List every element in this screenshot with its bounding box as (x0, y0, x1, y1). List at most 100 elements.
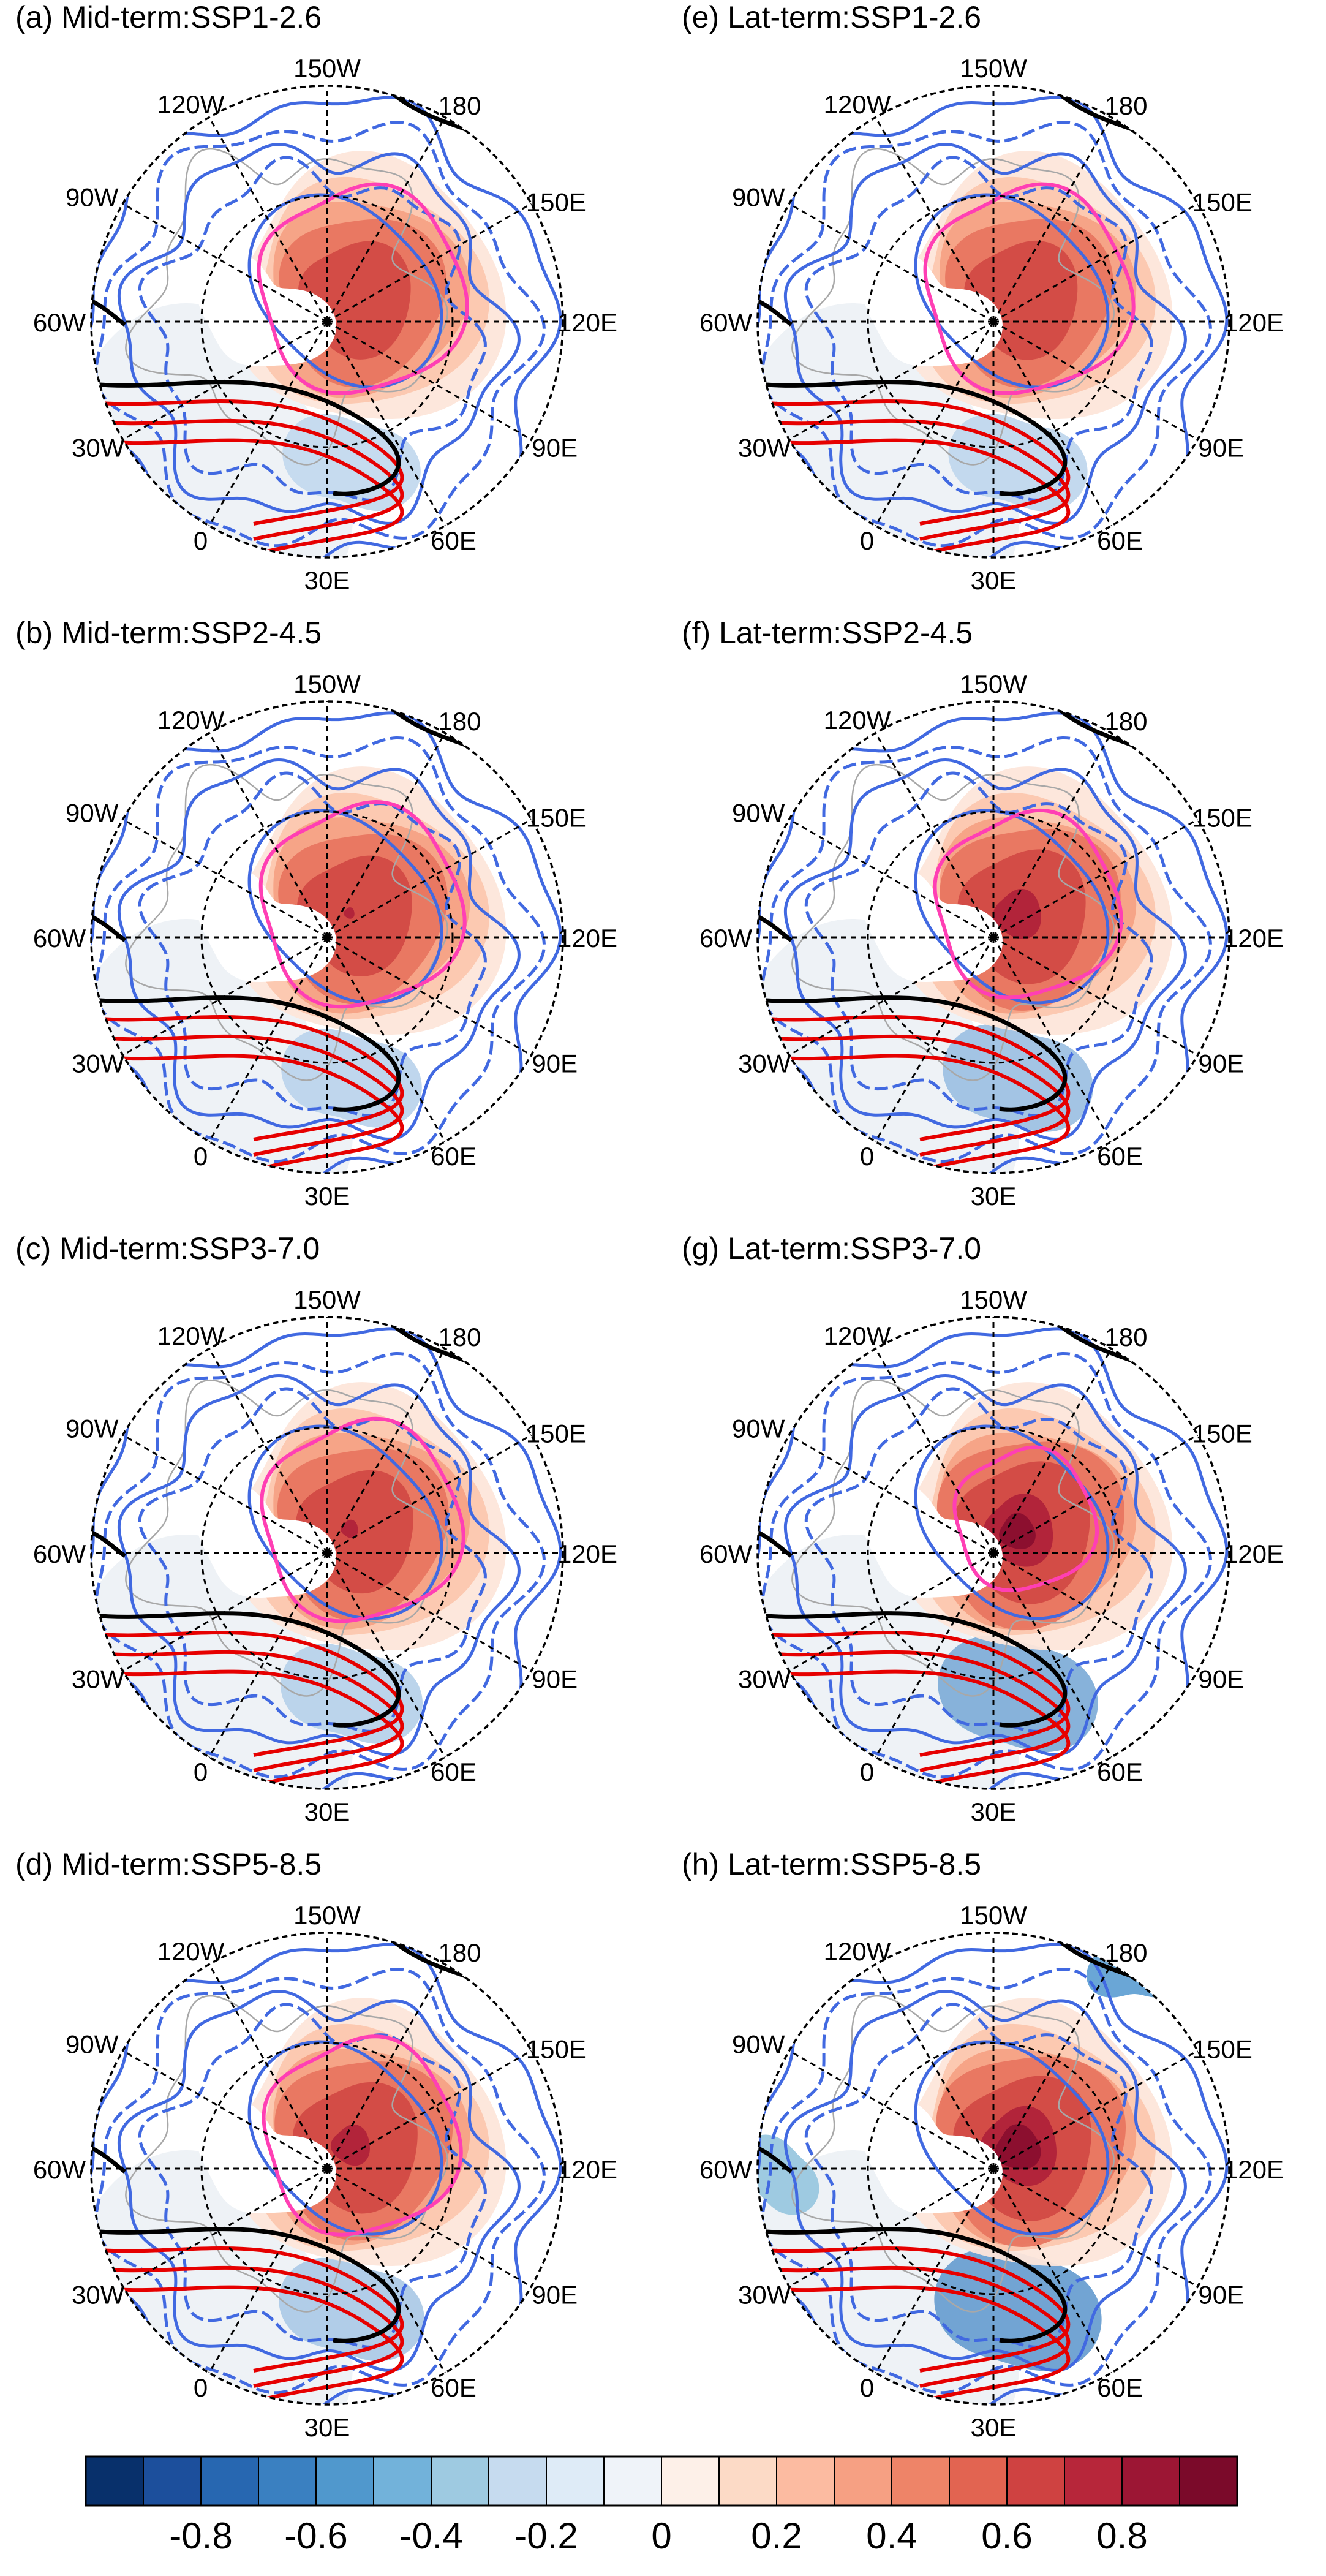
colorbar-tick-label: 0 (651, 2515, 671, 2556)
map-panel-c: (c) Mid-term:SSP3-7.0 150W 180 150E 120E 90E… (15, 1231, 617, 1826)
longitude-label: 90E (532, 2281, 578, 2310)
negative-contour (783, 758, 1187, 1141)
longitude-label: 30E (971, 566, 1017, 595)
longitude-label: 150W (960, 670, 1027, 698)
map-panel-f: (f) Lat-term:SSP2-4.5 150W 180 150E 120E 90E… (682, 616, 1284, 1211)
panel-title: (e) Lat-term:SSP1-2.6 (682, 0, 981, 34)
longitude-label: 150W (293, 1901, 361, 1930)
longitude-label: 120E (557, 924, 617, 953)
longitude-label: 30E (971, 1797, 1017, 1826)
positive-contour (758, 2265, 1071, 2388)
longitude-label: 90E (532, 1049, 578, 1078)
colorbar-tick-label: 0.8 (1096, 2515, 1147, 2556)
coastline (125, 1995, 448, 2313)
map-panel-h: (h) Lat-term:SSP5-8.5 150W 180 150E 120E 90E… (682, 1847, 1284, 2442)
meridian-line (326, 116, 446, 322)
longitude-label: 60E (1097, 1758, 1143, 1786)
meridian-line (122, 2167, 328, 2287)
longitude-label: 150W (293, 1285, 361, 1314)
colorbar-bin (546, 2457, 605, 2506)
negative-contour (804, 771, 1153, 1117)
colorbar-bin (834, 2457, 892, 2506)
ice-edge-contour (262, 2034, 463, 2237)
meridian-line (788, 320, 994, 440)
positive-contour (91, 1668, 404, 1788)
longitude-label: 0 (194, 526, 208, 555)
negative-contour (761, 1351, 1212, 1779)
longitude-label: 60E (431, 2373, 477, 2402)
map-boundary (90, 1316, 564, 1790)
meridian-line (326, 818, 532, 939)
meridian-line (993, 936, 1199, 1056)
longitude-label: 0 (194, 1142, 208, 1171)
meridian-line (992, 937, 1112, 1143)
positive-contour (758, 2283, 1071, 2403)
longitude-label: 30E (304, 566, 350, 595)
meridian-line (326, 1348, 446, 1554)
longitude-label: 0 (860, 2373, 874, 2402)
positive-contour (758, 399, 1071, 526)
latitude-circle (200, 810, 454, 1064)
colorbar-bin (258, 2457, 317, 2506)
longitude-label: 60E (431, 1142, 477, 1171)
negative-contour (804, 2003, 1153, 2349)
colorbar-bin (489, 2457, 547, 2506)
colorbar-tick-label: 0.2 (751, 2515, 802, 2556)
map-content (758, 86, 1229, 557)
meridian-line (788, 1552, 994, 1672)
meridian-line (788, 203, 994, 323)
longitude-label: 120E (1224, 308, 1284, 337)
longitude-label: 180 (438, 1938, 481, 1967)
longitude-label: 90W (732, 1415, 785, 1443)
longitude-label: 30E (971, 1182, 1017, 1211)
meridian-line (788, 818, 994, 939)
meridian-line (875, 1552, 995, 1758)
meridian-line (208, 1963, 328, 2169)
meridian-line (122, 1434, 328, 1554)
longitude-label: 120E (1224, 924, 1284, 953)
positive-anomaly-level (999, 1513, 1036, 1549)
meridian-line (326, 1963, 446, 2169)
colorbar-bin (1180, 2457, 1238, 2506)
positive-contour (758, 2246, 1071, 2373)
positive-contour (91, 418, 404, 541)
colorbar-tick-label: -0.8 (169, 2515, 232, 2556)
zero-contour (91, 1611, 401, 1728)
colorbar-tick-label: 0.6 (981, 2515, 1032, 2556)
longitude-label: 120E (1224, 2155, 1284, 2184)
zero-contour (758, 995, 1068, 1112)
longitude-label: 120E (557, 2155, 617, 2184)
panel-title: (d) Mid-term:SSP5-8.5 (15, 1847, 322, 1881)
meridian-line (993, 320, 1199, 440)
colorbar-bin (1064, 2457, 1123, 2506)
longitude-label: 90W (66, 799, 119, 828)
map-boundary (756, 85, 1230, 559)
longitude-label: 120W (824, 1937, 891, 1966)
longitude-label: 60W (699, 924, 753, 953)
meridian-line (208, 937, 328, 1143)
polar-map: 150W 180 150E 120E 90E 60E 30E 0 30W 60W 90W 120W (699, 54, 1284, 595)
longitude-label: 150E (526, 188, 586, 217)
negative-contour (94, 736, 546, 1163)
longitude-label: 120W (157, 706, 225, 735)
longitude-label: 30W (72, 434, 125, 463)
longitude-label: 90W (66, 1415, 119, 1443)
negative-anomaly-area (279, 2257, 424, 2362)
colorbar-tick-label: 0.4 (866, 2515, 917, 2556)
meridian-line (208, 2168, 328, 2374)
colorbar-bin (1122, 2457, 1180, 2506)
meridian-line (122, 818, 328, 939)
longitude-label: 180 (1104, 91, 1147, 120)
map-panel-a: (a) Mid-term:SSP1-2.6 150W 180 150E 120E 90E… (15, 0, 617, 595)
negative-contour (247, 193, 443, 389)
meridian-line (326, 936, 532, 1056)
longitude-label: 180 (1104, 707, 1147, 736)
meridian-line (122, 2050, 328, 2170)
longitude-label: 60W (699, 1539, 753, 1568)
negative-contour (117, 758, 521, 1141)
meridian-line (326, 1434, 532, 1554)
longitude-label: 150E (1192, 2035, 1253, 2064)
longitude-label: 30W (738, 434, 791, 463)
ice-edge-contour (258, 800, 467, 1009)
polar-map: 150W 180 150E 120E 90E 60E 30E 0 30W 60W 90W 120W (699, 1285, 1284, 1826)
